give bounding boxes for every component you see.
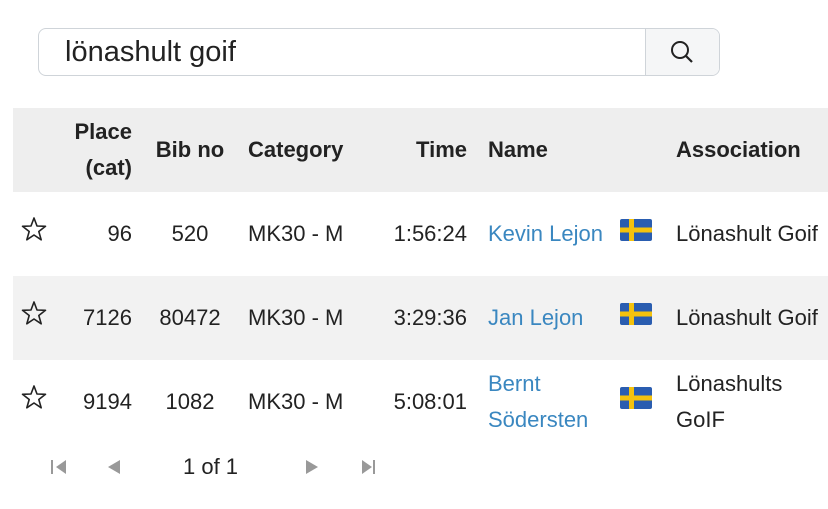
search-button[interactable] [645,29,719,75]
category: MK30 - M [248,389,344,414]
category: MK30 - M [248,305,344,330]
result-row: 9194 1082 MK30 - M 5:08:01 Bernt Södersten Lö… [13,360,828,444]
pagination: 1 of 1 [0,450,420,484]
time: 5:08:01 [393,389,467,414]
flag-se [620,303,652,325]
category: MK30 - M [248,221,344,246]
result-row: 96 520 MK30 - M 1:56:24 Kevin Lejon Lönashult… [13,192,828,276]
association: Lönashult Goif [676,305,818,330]
flag [612,276,668,360]
search-box[interactable]: lönashult goif [38,28,720,76]
pager-icons [51,460,375,474]
place: 9194 [83,389,132,414]
header[interactable]: Bib no [155,137,225,162]
association: Lönashult Goif [676,221,818,246]
star-icon[interactable] [21,216,47,242]
bib: 1082 [165,389,215,414]
flag-se [620,387,652,409]
association: Lönashults GoIF [676,371,783,432]
star-icon[interactable] [21,384,47,410]
time: 3:29:36 [393,305,467,330]
name[interactable]: Jan Lejon [488,305,584,330]
table-body: 96 520 MK30 - M 1:56:24 Kevin Lejon Lönashult… [13,192,828,444]
result-row: 7126 80472 MK30 - M 3:29:36 Jan Lejon Lönashu… [13,276,828,360]
search-icon [671,41,693,63]
results-table: Place (cat) Bib no Category Time Name As… [13,108,828,444]
flag-se [620,219,652,241]
header[interactable]: Place (cat) [74,119,133,180]
name[interactable]: Bernt Södersten [488,371,589,432]
star-icon[interactable] [21,300,47,326]
place: 7126 [83,305,132,330]
flag [612,192,668,276]
header[interactable]: Time [416,137,467,162]
bib: 80472 [159,305,221,330]
header-row: Place (cat) Bib no Category Time Name As… [13,108,828,192]
flag [612,360,668,444]
search-query[interactable]: lönashult goif [65,36,236,68]
time: 1:56:24 [393,221,467,246]
bib: 520 [171,221,209,246]
header[interactable]: Name [488,137,548,162]
header[interactable]: Category [248,137,344,162]
header[interactable]: Association [676,137,801,162]
place: 96 [107,221,132,246]
favorite[interactable] [13,192,57,276]
favorite[interactable] [13,276,57,360]
name[interactable]: Kevin Lejon [488,221,603,246]
page-label: 1 of 1 [183,454,239,479]
favorite[interactable] [13,360,57,444]
